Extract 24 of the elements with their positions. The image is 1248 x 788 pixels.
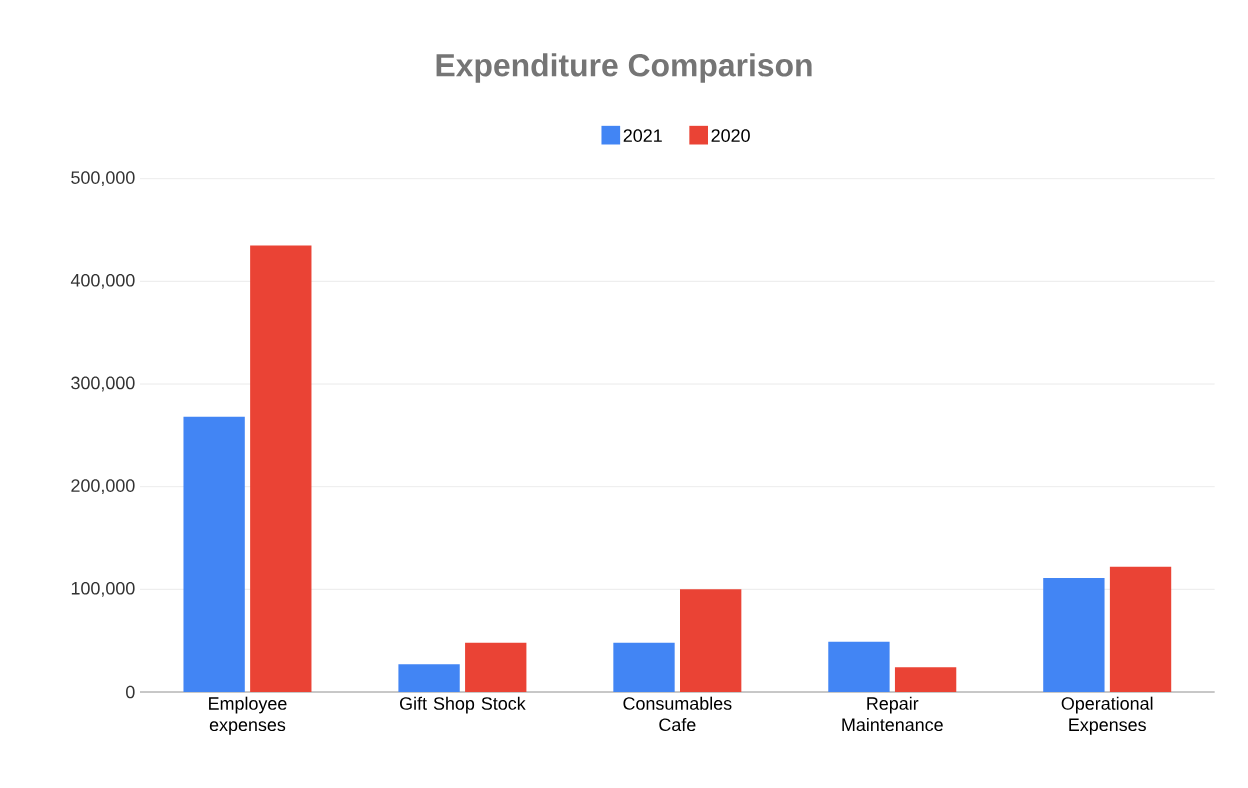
y-tick-label: 200,000 xyxy=(71,479,135,495)
bar xyxy=(828,641,890,692)
y-tick-label: 0 xyxy=(126,685,135,699)
bar xyxy=(1043,578,1105,692)
x-tick-label: Repair Maintenance xyxy=(842,696,943,732)
bar xyxy=(398,664,460,692)
x-tick-label: Employee expenses xyxy=(209,696,287,735)
bar xyxy=(183,416,245,692)
bar xyxy=(680,589,742,692)
legend-label: 2021 xyxy=(623,129,662,142)
x-tick-label: Operational Expenses xyxy=(1061,696,1153,735)
x-tick-label: Gift Shop Stock xyxy=(400,696,526,714)
x-tick-label: Consumables Cafe xyxy=(623,696,732,732)
bar xyxy=(250,245,312,692)
legend-label: 2020 xyxy=(711,129,750,142)
y-tick-label: 400,000 xyxy=(70,273,135,289)
chart-title: Expenditure Comparison xyxy=(436,53,812,83)
bar xyxy=(894,667,957,692)
bar xyxy=(1109,566,1172,692)
bar xyxy=(465,642,527,692)
y-tick-label: 100,000 xyxy=(71,581,135,597)
y-tick-label: 300,000 xyxy=(71,376,135,392)
bar xyxy=(613,642,675,692)
y-tick-label: 500,000 xyxy=(71,171,135,187)
